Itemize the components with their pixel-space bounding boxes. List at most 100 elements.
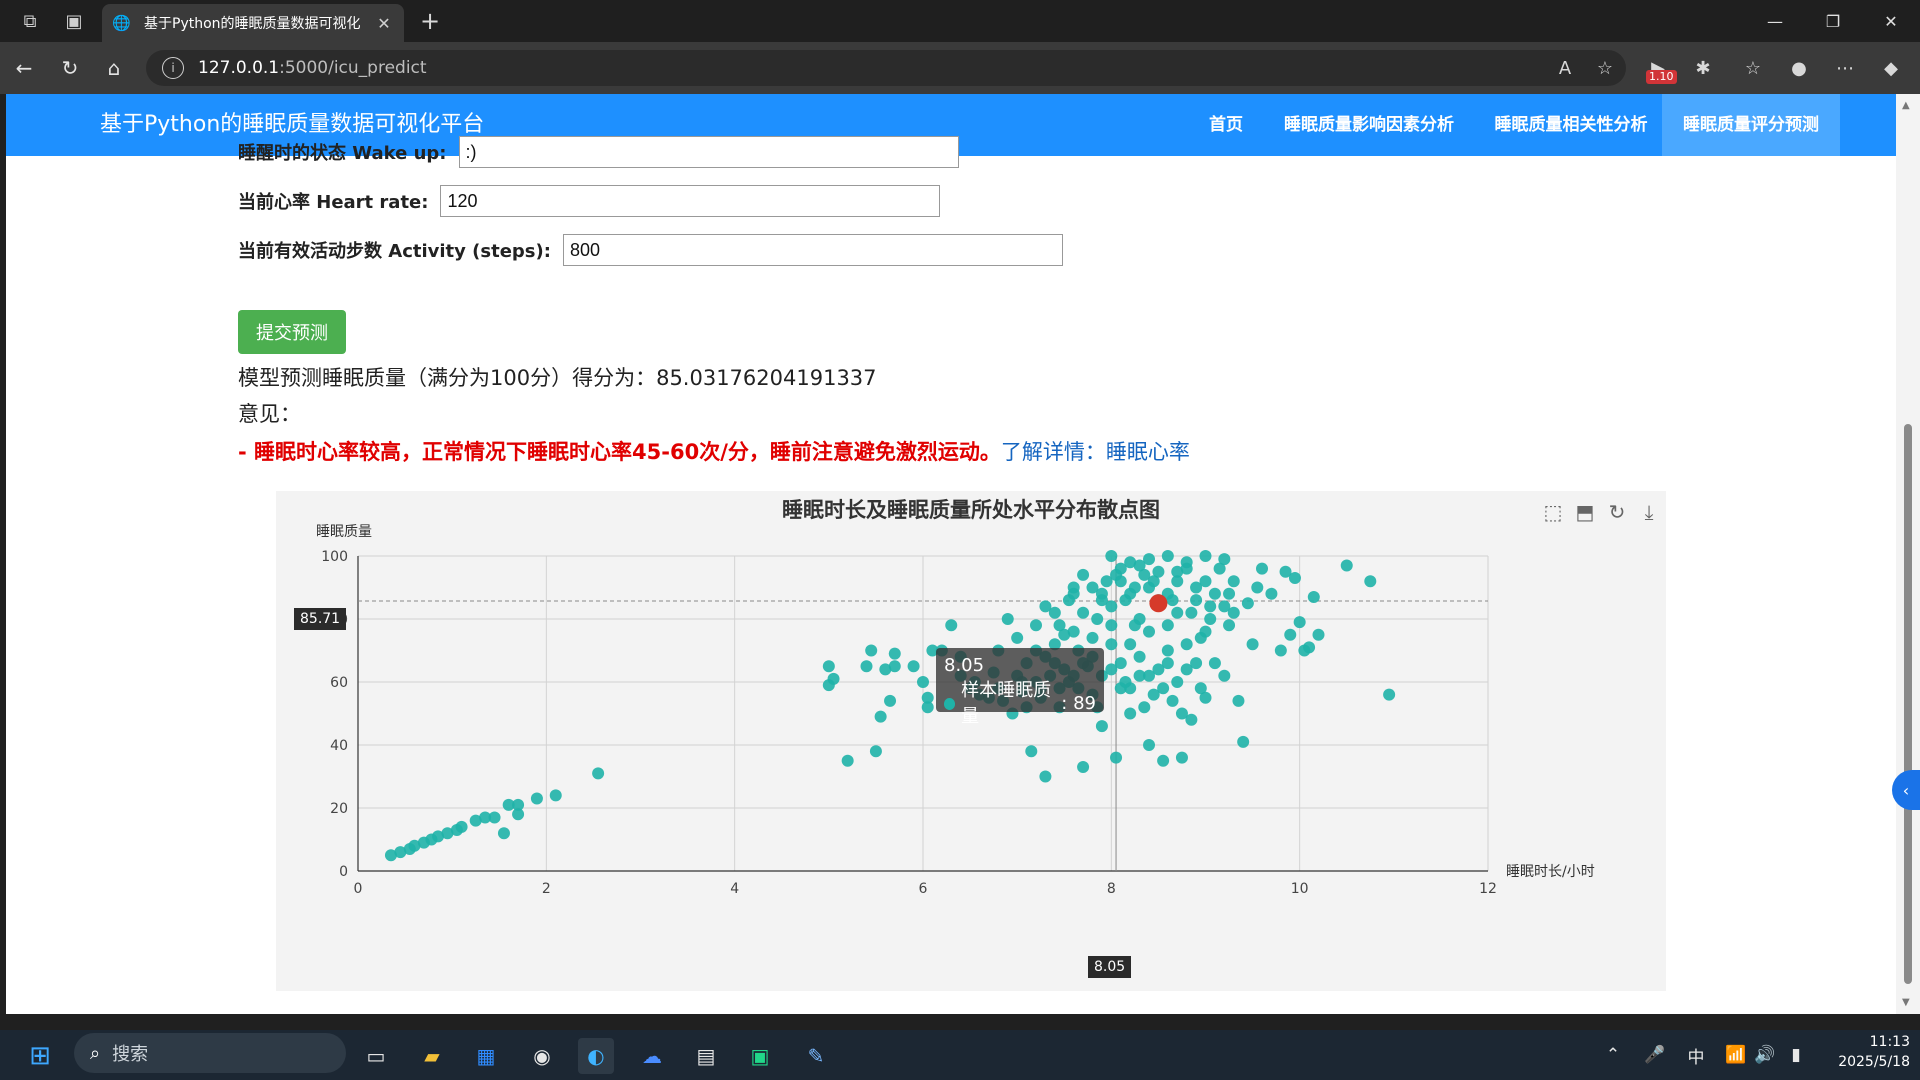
microphone-icon[interactable]: 🎤 xyxy=(1644,1045,1666,1065)
page-viewport: 基于Python的睡眠质量数据可视化平台 首页 睡眠质量影响因素分析 睡眠质量相… xyxy=(6,94,1896,1014)
new-tab-icon[interactable]: + xyxy=(419,7,441,35)
more-menu-icon[interactable]: ⋯ xyxy=(1836,57,1854,79)
tray-expand-icon[interactable]: ⌃ xyxy=(1605,1045,1621,1065)
scatter-point xyxy=(1312,628,1325,641)
edge-icon[interactable]: ◐ xyxy=(578,1038,614,1074)
scatter-point xyxy=(1256,562,1268,575)
site-info-icon[interactable]: i xyxy=(162,57,184,79)
wifi-icon[interactable]: 📶 xyxy=(1725,1045,1747,1065)
scatter-point xyxy=(1053,619,1066,632)
clock-time: 11:13 xyxy=(1869,1034,1910,1050)
scatter-point xyxy=(1185,606,1198,619)
scatter-point xyxy=(1105,550,1118,562)
scatter-point xyxy=(512,808,525,821)
menu-score-prediction[interactable]: 睡眠质量评分预测 xyxy=(1662,94,1840,156)
menu-home[interactable]: 首页 xyxy=(1209,115,1243,135)
cloud-app-icon[interactable]: ☁ xyxy=(642,1044,662,1068)
scatter-point xyxy=(1180,663,1193,676)
file-explorer-icon[interactable]: ▰ xyxy=(424,1044,440,1068)
scatter-point xyxy=(874,710,887,723)
scatter-point xyxy=(1171,676,1184,688)
ime-indicator[interactable]: 中 xyxy=(1687,1047,1705,1068)
scatter-point xyxy=(1180,556,1193,569)
tab-actions-icon[interactable]: ▣ xyxy=(65,10,83,32)
battery-icon[interactable]: ▮ xyxy=(1791,1045,1801,1065)
minimize-icon[interactable]: — xyxy=(1767,11,1783,31)
scatter-point xyxy=(1223,619,1236,632)
wakeup-input[interactable] xyxy=(458,136,959,168)
profile-avatar-icon[interactable]: ● xyxy=(1791,57,1807,79)
x-tick-label: 0 xyxy=(354,881,363,897)
submit-button[interactable]: 提交预测 xyxy=(238,310,346,354)
x-tick-label: 4 xyxy=(730,881,739,897)
start-icon[interactable]: ⊞ xyxy=(29,1041,51,1071)
scatter-point xyxy=(1143,553,1155,566)
scatter-chart[interactable]: 020406080100024681012睡眠质量睡眠时长/小时 睡眠时长及睡眠… xyxy=(276,491,1666,991)
sidebar-toggle-icon[interactable]: ‹ xyxy=(1892,770,1920,810)
scatter-point xyxy=(1105,619,1118,632)
scroll-up-icon[interactable]: ▲ xyxy=(1902,100,1910,111)
scatter-point xyxy=(945,619,958,632)
close-window-icon[interactable]: ✕ xyxy=(1884,11,1898,31)
scatter-point xyxy=(1077,761,1090,774)
tooltip-series-dot xyxy=(944,698,956,710)
scatter-point xyxy=(917,676,929,688)
zoom-reset-icon[interactable]: ⬒ xyxy=(1575,500,1595,524)
restore-chart-icon[interactable]: ↻ xyxy=(1608,500,1626,524)
scatter-point xyxy=(1105,600,1118,613)
copilot-icon[interactable]: ◆ xyxy=(1884,57,1898,79)
scatter-point xyxy=(1190,581,1203,594)
pycharm-icon[interactable]: ▣ xyxy=(750,1044,770,1068)
extensions-puzzle-icon[interactable]: ✱ xyxy=(1695,57,1711,79)
x-tick-label: 2 xyxy=(542,881,551,897)
taskbar-clock[interactable]: 11:13 2025/5/18 xyxy=(1818,1032,1910,1072)
scatter-point xyxy=(1133,559,1146,572)
menu-factor-analysis[interactable]: 睡眠质量影响因素分析 xyxy=(1284,115,1454,135)
scatter-point xyxy=(1147,688,1160,701)
tooltip-row: 样本睡眠质量: 89 xyxy=(944,678,1096,730)
scroll-down-icon[interactable]: ▼ xyxy=(1902,997,1910,1008)
favorites-icon[interactable]: ☆ xyxy=(1744,57,1762,79)
home-icon[interactable]: ⌂ xyxy=(107,56,121,80)
scatter-point xyxy=(497,827,510,840)
browser-tab[interactable]: 🌐 基于Python的睡眠质量数据可视化 ✕ xyxy=(102,4,404,42)
scatter-point xyxy=(1364,575,1377,588)
scatter-point xyxy=(1171,565,1184,578)
scatter-chart-svg[interactable]: 020406080100024681012睡眠质量睡眠时长/小时 xyxy=(276,491,1666,991)
back-icon[interactable]: ← xyxy=(15,56,33,80)
highlighted-point xyxy=(1149,594,1168,613)
wakeup-row: 睡醒时的状态 Wake up: xyxy=(238,134,959,170)
taskbar-search[interactable]: ⌕ 搜索 xyxy=(74,1033,346,1073)
terminal-icon[interactable]: ▤ xyxy=(696,1044,716,1068)
scroll-thumb[interactable] xyxy=(1904,424,1912,984)
app-icon[interactable]: ▦ xyxy=(476,1044,496,1068)
refresh-icon[interactable]: ↻ xyxy=(61,56,79,80)
scatter-point xyxy=(1227,575,1240,588)
scatter-point xyxy=(822,660,835,673)
close-tab-icon[interactable]: ✕ xyxy=(377,13,391,33)
steps-input[interactable] xyxy=(562,234,1063,266)
browser-tabbar: ⧉ ▣ 🌐 基于Python的睡眠质量数据可视化 ✕ + — ❐ ✕ xyxy=(0,0,1920,42)
favorite-star-icon[interactable]: ☆ xyxy=(1596,57,1614,79)
scatter-point xyxy=(1138,701,1151,714)
volume-icon[interactable]: 🔊 xyxy=(1754,1045,1776,1065)
address-bar[interactable]: i 127.0.0.1:5000/icu_predict xyxy=(146,50,1626,86)
scatter-point xyxy=(1124,707,1137,720)
tooltip-series-name: 样本睡眠质量 xyxy=(961,680,1052,727)
page-scrollbar[interactable]: ▲ ▼ xyxy=(1896,94,1920,1014)
workspaces-icon[interactable]: ⧉ xyxy=(23,10,37,32)
advice-link[interactable]: 了解详情：睡眠心率 xyxy=(1000,440,1190,464)
wakeup-label: 睡醒时的状态 Wake up: xyxy=(238,143,447,164)
scatter-point xyxy=(1175,751,1188,764)
menu-correlation-analysis[interactable]: 睡眠质量相关性分析 xyxy=(1494,115,1648,135)
y-axis-pointer-label: 85.71 xyxy=(294,608,347,630)
tab-title: 基于Python的睡眠质量数据可视化 xyxy=(144,16,361,32)
restore-icon[interactable]: ❐ xyxy=(1825,11,1841,31)
task-view-icon[interactable]: ▭ xyxy=(366,1044,386,1068)
heart-input[interactable] xyxy=(440,185,941,217)
pen-app-icon[interactable]: ✎ xyxy=(807,1044,825,1068)
qq-icon[interactable]: ◉ xyxy=(533,1044,551,1068)
download-icon[interactable]: ⤓ xyxy=(1644,500,1654,524)
zoom-icon[interactable]: ⬚ xyxy=(1543,500,1563,524)
read-aloud-icon[interactable]: A xyxy=(1558,57,1572,79)
